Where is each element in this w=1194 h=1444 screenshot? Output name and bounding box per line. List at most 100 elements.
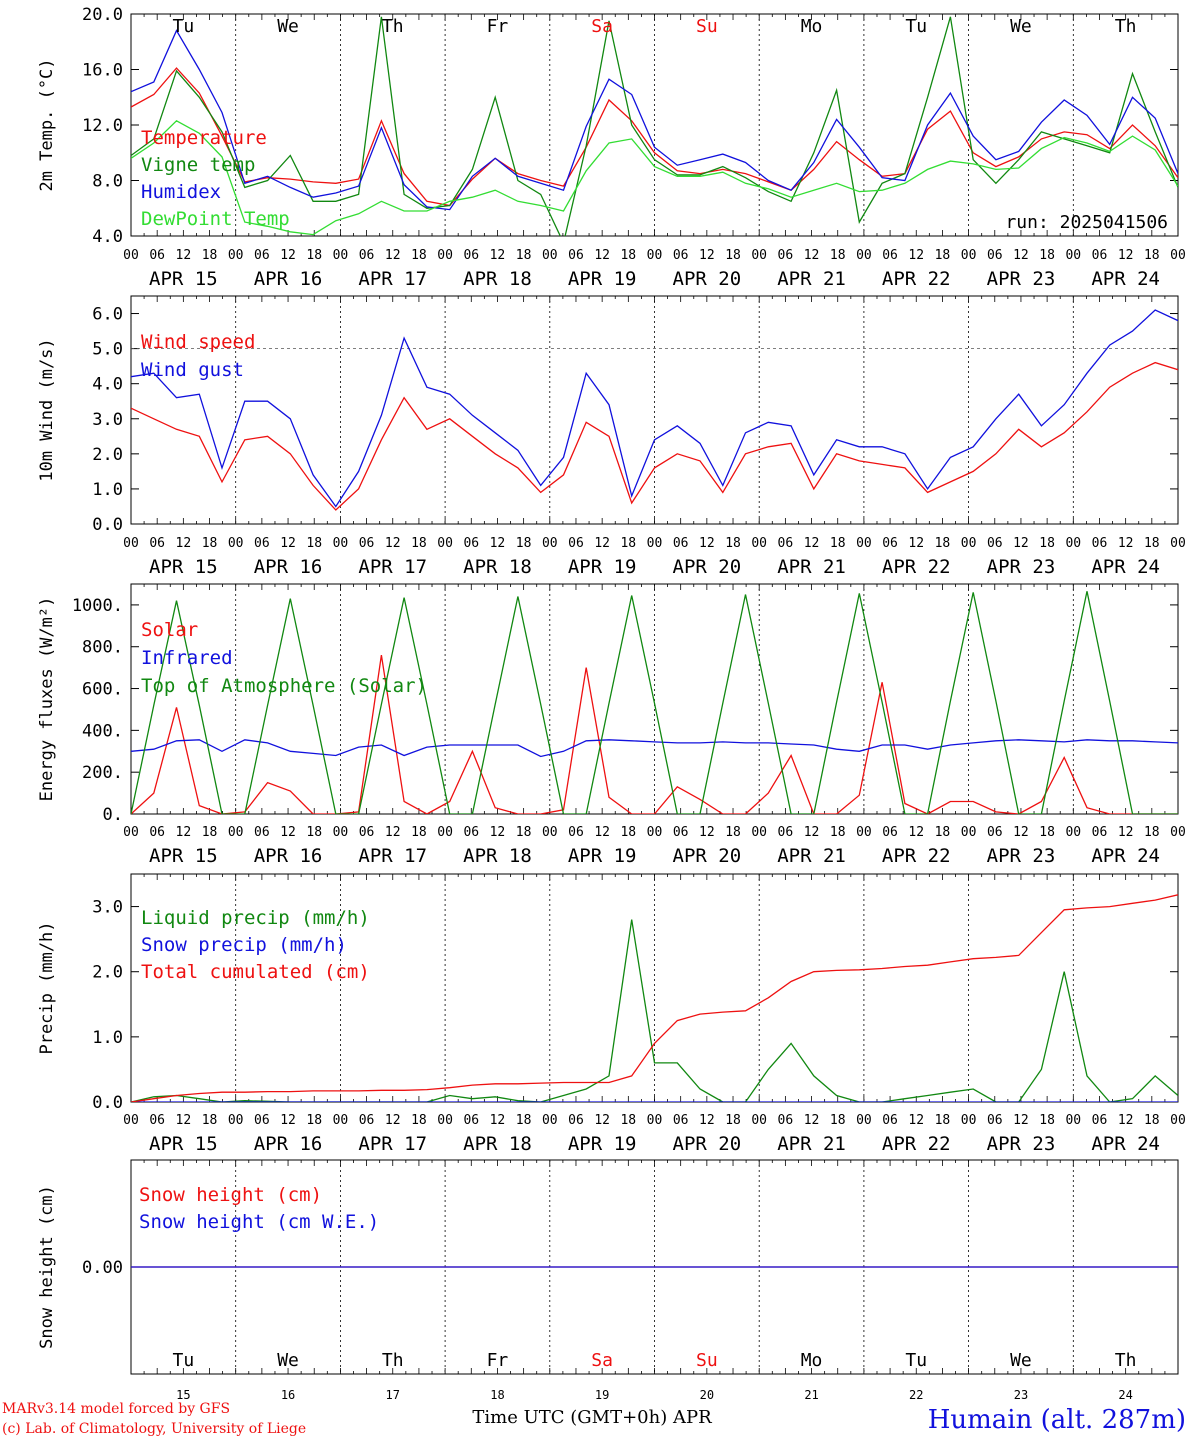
hour-tick-label: 00 <box>961 1113 977 1128</box>
hour-tick-label: 06 <box>359 536 375 551</box>
hour-tick-label: 18 <box>411 825 427 840</box>
date-label: APR 20 <box>673 268 742 290</box>
y-tick-label: 4.0 <box>92 227 123 247</box>
day-name: Sa <box>591 16 613 37</box>
hour-tick-label: 00 <box>1170 1113 1186 1128</box>
hour-tick-label: 06 <box>359 825 375 840</box>
series-group <box>131 309 1178 511</box>
series-group <box>131 894 1178 1102</box>
hour-tick-label: 12 <box>699 825 715 840</box>
date-label: APR 21 <box>777 1133 846 1155</box>
date-label: APR 16 <box>254 268 323 290</box>
hour-tick-label: 06 <box>673 825 689 840</box>
day-name: Fr <box>487 1350 509 1371</box>
day-name: Th <box>1115 16 1137 37</box>
panel-1: 4.0 8.0 12.0 16.0 20.0 2m Temp. (°C) Temperatu… <box>37 5 1186 290</box>
y-tick-label: 8.0 <box>92 172 123 192</box>
series-line-top-of-atmosphere-solar- <box>131 591 1178 814</box>
y-tick-label: 400. <box>82 721 123 741</box>
day-name: We <box>1010 1350 1032 1371</box>
date-label: APR 17 <box>358 1133 427 1155</box>
y-tick-label: 2.0 <box>92 963 123 983</box>
date-label: APR 22 <box>882 1133 951 1155</box>
hour-tick-label: 12 <box>594 825 610 840</box>
day-name: Mo <box>801 16 823 37</box>
hour-tick-label: 06 <box>882 536 898 551</box>
date-label: APR 20 <box>673 556 742 578</box>
hour-tick-label: 12 <box>280 825 296 840</box>
hour-tick-label: 06 <box>149 1113 165 1128</box>
hour-tick-label: 06 <box>882 825 898 840</box>
day-number: 18 <box>490 1388 504 1402</box>
hour-tick-label: 06 <box>359 248 375 263</box>
date-label: APR 15 <box>149 1133 218 1155</box>
date-label: APR 21 <box>777 268 846 290</box>
series-line-total-cumulated-cm- <box>131 894 1178 1102</box>
date-label: APR 23 <box>987 1133 1056 1155</box>
hour-tick-label: 06 <box>778 1113 794 1128</box>
hour-tick-label: 18 <box>306 536 322 551</box>
day-name: Tu <box>905 16 927 37</box>
hour-tick-label: 06 <box>463 248 479 263</box>
hour-tick-label: 00 <box>123 536 139 551</box>
hour-tick-label: 12 <box>804 248 820 263</box>
hour-tick-label: 00 <box>856 536 872 551</box>
date-label: APR 19 <box>568 556 637 578</box>
date-label: APR 21 <box>777 556 846 578</box>
hour-tick-label: 06 <box>778 248 794 263</box>
y-tick-label: 0.0 <box>92 515 123 535</box>
hour-tick-label: 06 <box>568 1113 584 1128</box>
hour-tick-label: 00 <box>228 536 244 551</box>
date-label: APR 16 <box>254 1133 323 1155</box>
y-axis-label: Energy fluxes (W/m²) <box>37 597 57 802</box>
hour-tick-label: 06 <box>673 1113 689 1128</box>
hour-tick-label: 06 <box>463 825 479 840</box>
hour-tick-label: 18 <box>620 825 636 840</box>
hour-tick-label: 00 <box>856 825 872 840</box>
hour-tick-label: 00 <box>1170 825 1186 840</box>
panel-3: 0. 200. 400. 600. 800. 1000. Energy fluxes (W/… <box>37 583 1186 867</box>
hour-tick-label: 18 <box>516 536 532 551</box>
series-group <box>131 591 1178 814</box>
hour-tick-label: 12 <box>908 536 924 551</box>
date-label: APR 23 <box>987 556 1056 578</box>
date-label: APR 23 <box>987 845 1056 867</box>
y-tick-label: 5.0 <box>92 340 123 360</box>
y-tick-label: 20.0 <box>82 5 123 25</box>
hour-tick-label: 06 <box>1092 825 1108 840</box>
series-group <box>131 16 1178 236</box>
hour-tick-label: 00 <box>542 1113 558 1128</box>
hour-tick-label: 18 <box>620 1113 636 1128</box>
y-axis-label: Snow height (cm) <box>37 1185 57 1349</box>
hour-tick-label: 12 <box>176 248 192 263</box>
run-label: run: 2025041506 <box>1005 212 1168 233</box>
hour-tick-label: 12 <box>594 248 610 263</box>
hour-tick-label: 12 <box>385 248 401 263</box>
y-tick-label: 200. <box>82 763 123 783</box>
hour-tick-label: 12 <box>699 248 715 263</box>
x-axis-label: Time UTC (GMT+0h) APR <box>472 1407 712 1428</box>
hour-tick-label: 12 <box>490 825 506 840</box>
day-name: We <box>277 1350 299 1371</box>
hour-tick-label: 18 <box>725 248 741 263</box>
day-name: We <box>277 16 299 37</box>
station-label: Humain (alt. 287m) <box>928 1405 1186 1435</box>
hour-tick-label: 06 <box>673 248 689 263</box>
hour-tick-label: 00 <box>751 248 767 263</box>
hour-tick-label: 12 <box>176 825 192 840</box>
y-tick-label: 4.0 <box>92 375 123 395</box>
y-tick-label: 600. <box>82 680 123 700</box>
hour-tick-label: 18 <box>1144 1113 1160 1128</box>
hour-tick-label: 18 <box>725 1113 741 1128</box>
hour-tick-label: 18 <box>1039 536 1055 551</box>
day-name: Tu <box>173 1350 195 1371</box>
hour-tick-label: 06 <box>673 536 689 551</box>
hour-tick-label: 06 <box>987 248 1003 263</box>
day-number: 23 <box>1014 1388 1028 1402</box>
hour-tick-label: 00 <box>1065 1113 1081 1128</box>
day-number: 20 <box>700 1388 714 1402</box>
date-label: APR 15 <box>149 268 218 290</box>
hour-tick-label: 12 <box>908 1113 924 1128</box>
hour-tick-label: 12 <box>1118 536 1134 551</box>
hour-tick-label: 06 <box>254 825 270 840</box>
